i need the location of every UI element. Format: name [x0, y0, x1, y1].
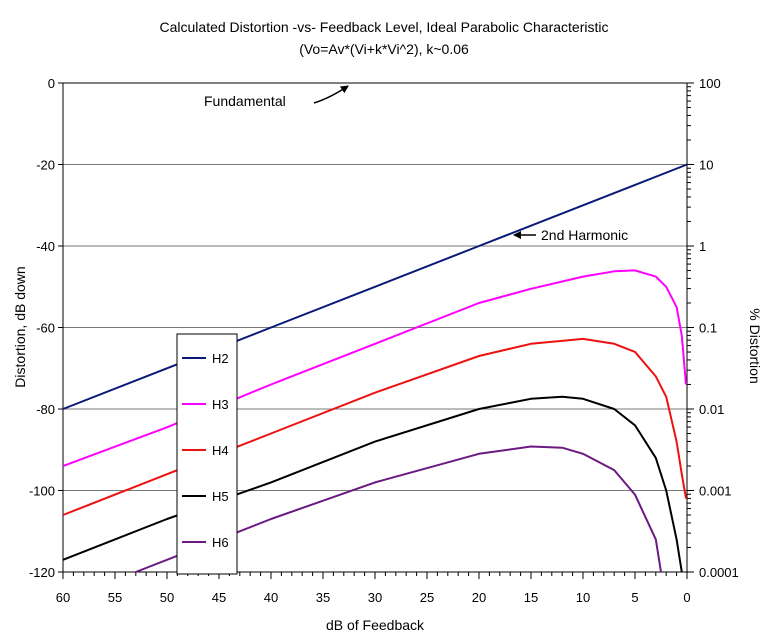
- y-tick-label: 0: [48, 76, 55, 91]
- legend-label-h4: H4: [212, 443, 229, 458]
- x-tick-label: 10: [576, 590, 590, 605]
- y2-axis-label: % Distortion: [747, 308, 763, 383]
- annotation-2nd-harmonic-label: 2nd Harmonic: [541, 227, 628, 243]
- y-axis-label: Distortion, dB down: [12, 266, 28, 387]
- y-tick-label: -120: [29, 565, 55, 580]
- annotation-fundamental-arrow: [313, 85, 349, 104]
- y2-tick-label: 100: [699, 76, 721, 91]
- series-line-h6: [135, 445, 662, 573]
- legend-box: [176, 333, 238, 575]
- y2-tick-label: 0.0001: [699, 565, 739, 580]
- x-tick-label: 60: [56, 590, 70, 605]
- y2-tick-label: 0.1: [699, 321, 717, 336]
- x-axis-label: dB of Feedback: [326, 617, 425, 633]
- x-tick-label: 50: [160, 590, 174, 605]
- y-tick-label: -20: [36, 158, 55, 173]
- y2-tick-label: 1: [699, 239, 706, 254]
- x-tick-label: 25: [420, 590, 434, 605]
- y-tick-label: -60: [36, 321, 55, 336]
- y-tick-label: -40: [36, 239, 55, 254]
- x-tick-label: 35: [316, 590, 330, 605]
- y-tick-label: -100: [29, 484, 55, 499]
- series-line-h5: [62, 395, 683, 573]
- x-tick-label: 5: [631, 590, 638, 605]
- annotation-fundamental: Fundamental: [204, 85, 349, 109]
- series-line-h2: [62, 163, 688, 410]
- gridlines: [63, 164, 687, 491]
- chart-title: Calculated Distortion -vs- Feedback Leve…: [160, 19, 609, 35]
- y-tick-label: -80: [36, 402, 55, 417]
- x-tick-label: 0: [683, 590, 690, 605]
- legend-label-h6: H6: [212, 535, 229, 550]
- series-line-h3: [62, 269, 687, 468]
- y-axis-ticks: -120 -100 -80 -60 -40 -20 0: [29, 76, 63, 580]
- x-tick-label: 20: [472, 590, 486, 605]
- legend-label-h5: H5: [212, 489, 229, 504]
- x-axis-ticks: 60 55 50 45 40 35 30 25 20 15 10 5 0: [56, 572, 691, 605]
- y2-tick-label: 0.01: [699, 402, 724, 417]
- x-tick-label: 55: [108, 590, 122, 605]
- y2-tick-label: 10: [699, 158, 713, 173]
- legend-label-h3: H3: [212, 397, 229, 412]
- x-tick-label: 45: [212, 590, 226, 605]
- x-tick-label: 40: [264, 590, 278, 605]
- y2-axis-ticks: 0.0001 0.001 0.01 0.1 1 10 100: [687, 76, 739, 580]
- legend-label-h2: H2: [212, 351, 229, 366]
- chart-subtitle: (Vo=Av*(Vi+k*Vi^2), k~0.06: [299, 41, 469, 57]
- series-line-h4: [62, 337, 687, 516]
- legend: H2 H3 H4 H5 H6: [176, 333, 238, 575]
- y2-tick-label: 0.001: [699, 484, 732, 499]
- annotation-fundamental-label: Fundamental: [204, 93, 286, 109]
- annotation-2nd-harmonic: 2nd Harmonic: [513, 227, 628, 243]
- data-series: [62, 163, 688, 573]
- x-tick-label: 30: [368, 590, 382, 605]
- x-tick-label: 15: [524, 590, 538, 605]
